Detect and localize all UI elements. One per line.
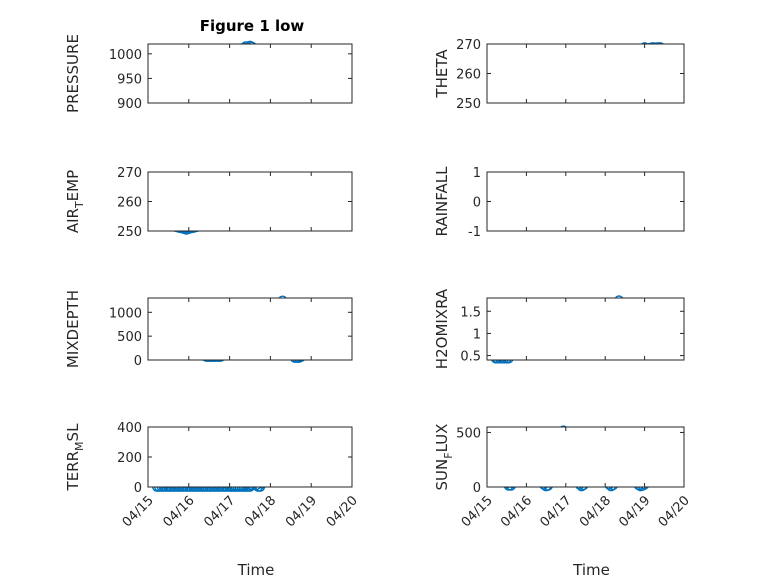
axes-frame xyxy=(147,426,353,488)
y-tick-label: 260 xyxy=(117,196,142,211)
axes-frame xyxy=(486,43,685,104)
y-tick-label: 900 xyxy=(117,97,142,112)
y-axis-label: PRESSURE xyxy=(64,34,82,113)
y-tick-label: 0.5 xyxy=(460,350,481,365)
x-tick-label: 04/20 xyxy=(656,493,693,530)
panel-mixdepth: 0 500 1000 MIXDEPTH xyxy=(64,290,353,369)
axes-frame xyxy=(486,297,685,361)
panel-theta: 250 260 270 THETA xyxy=(433,38,685,112)
x-tick-label: 04/15 xyxy=(459,493,496,530)
panel-h2omixra: 0.5 1 1.5 H2OMIXRA xyxy=(433,288,685,369)
x-tick-label: 04/18 xyxy=(577,493,614,530)
panel-sun-flux: 0 500 04/15 04/16 04/17 04/18 04/19 04/20 Time SU… xyxy=(433,424,693,579)
y-tick-label: 250 xyxy=(117,225,142,240)
y-tick-label: 250 xyxy=(456,97,481,112)
y-tick-label: 500 xyxy=(117,330,142,345)
axes-frame xyxy=(486,426,685,488)
x-tick-label: 04/17 xyxy=(201,493,238,530)
axes-frame xyxy=(486,171,685,232)
x-tick-label: 04/18 xyxy=(242,493,279,530)
y-axis-label: H2OMIXRA xyxy=(433,288,451,369)
x-tick-label: 04/15 xyxy=(120,493,157,530)
x-tick-label: 04/19 xyxy=(283,493,320,530)
x-tick-label: 04/16 xyxy=(498,493,535,530)
y-tick-label: 950 xyxy=(117,72,142,87)
panel-rainfall: -1 0 1 RAINFALL xyxy=(433,166,685,240)
y-axis-label: MIXDEPTH xyxy=(64,290,82,368)
y-tick-label: 260 xyxy=(456,68,481,83)
panel-air-temp: 250 260 270 AIRTEMP xyxy=(64,166,353,240)
y-tick-label: 0 xyxy=(473,481,481,496)
x-axis-label: Time xyxy=(572,561,610,579)
axes-frame xyxy=(147,171,353,232)
y-tick-label: 0 xyxy=(134,354,142,369)
y-axis-label: TERRMSL xyxy=(64,423,86,492)
x-tick-label: 04/19 xyxy=(616,493,653,530)
x-tick-label: 04/20 xyxy=(324,493,361,530)
figure-title: Figure 1 low xyxy=(200,17,305,35)
panel-terr-msl: 0 200 400 04/15 04/16 04/17 04/18 04/19 04/20 Tim… xyxy=(64,421,361,579)
y-axis-label: THETA xyxy=(433,49,451,99)
x-tick-label: 04/17 xyxy=(538,493,575,530)
y-tick-label: 1000 xyxy=(109,48,142,63)
x-axis-label: Time xyxy=(237,561,275,579)
y-tick-label: 200 xyxy=(117,451,142,466)
y-tick-label: 0 xyxy=(473,196,481,211)
y-tick-label: 0 xyxy=(134,481,142,496)
y-tick-label: 1000 xyxy=(109,306,142,321)
y-tick-label: 500 xyxy=(456,426,481,441)
axes-frame xyxy=(147,297,353,361)
y-tick-label: 400 xyxy=(117,421,142,436)
y-tick-label: 1 xyxy=(473,327,481,342)
axes-frame xyxy=(147,43,353,104)
y-tick-label: 270 xyxy=(117,166,142,181)
y-tick-label: 1.5 xyxy=(460,305,481,320)
y-tick-label: -1 xyxy=(468,225,481,240)
x-tick-label: 04/16 xyxy=(161,493,198,530)
y-tick-label: 270 xyxy=(456,38,481,53)
y-axis-label: SUNFLUX xyxy=(433,424,455,491)
y-axis-label: RAINFALL xyxy=(433,166,451,237)
y-tick-label: 1 xyxy=(473,166,481,181)
panel-pressure: 900 950 1000 PRESSURE xyxy=(64,34,353,113)
y-axis-label: AIRTEMP xyxy=(64,170,86,233)
